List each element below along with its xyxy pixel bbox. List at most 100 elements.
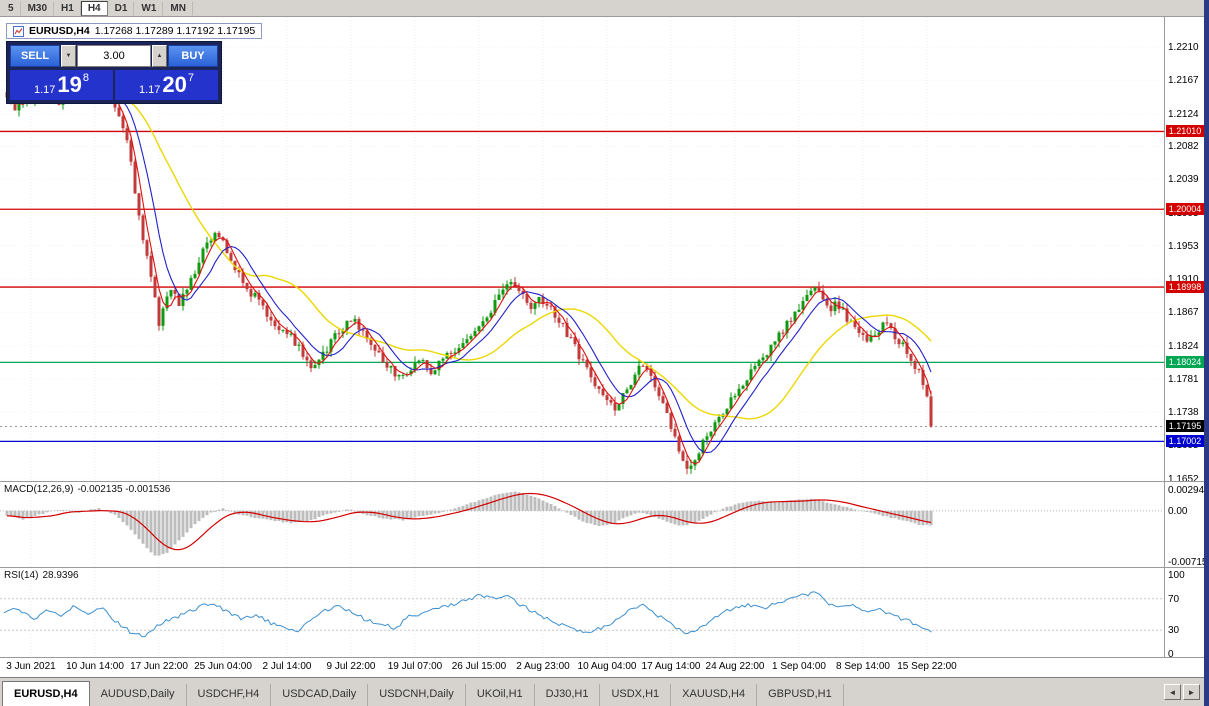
- chart-tab-usdchf-h4[interactable]: USDCHF,H4: [187, 684, 272, 706]
- chart-tabs: EURUSD,H4 AUDUSD,Daily USDCHF,H4 USDCAD,Dai…: [0, 678, 1209, 706]
- price-level-badge: 1.18998: [1166, 281, 1204, 294]
- chart-tab-xauusd-h4[interactable]: XAUUSD,H4: [671, 684, 758, 706]
- one-click-trading-panel: SELL ▼ ▲ BUY 1.17 19 8 1.17 20 7: [6, 41, 222, 104]
- chart-tab-eurusd-h4[interactable]: EURUSD,H4: [2, 681, 90, 706]
- arrow-left-icon: ◄: [1168, 687, 1177, 697]
- time-axis[interactable]: 3 Jun 2021 10 Jun 14:00 17 Jun 22:00 25 Jun…: [0, 658, 1204, 677]
- time-tick-label: 8 Sep 14:00: [836, 661, 890, 672]
- sell-price-sup: 8: [82, 72, 90, 84]
- price-level-badge: 1.17002: [1166, 435, 1204, 448]
- timeframe-button-5[interactable]: 5: [1, 0, 21, 16]
- timeframe-button-w1[interactable]: W1: [134, 0, 164, 16]
- price-chart[interactable]: [0, 17, 1164, 481]
- time-tick-label: 24 Aug 22:00: [705, 661, 765, 672]
- price-tick-label: 1.1738: [1168, 407, 1199, 419]
- timeframe-toolbar: 5 M30 H1 H4 D1 W1 MN: [0, 0, 1209, 17]
- price-tick-label: 1.1824: [1168, 340, 1199, 352]
- macd-label: MACD(12,26,9) -0.002135 -0.001536: [4, 484, 174, 495]
- timeframe-button-h4[interactable]: H4: [80, 0, 108, 16]
- time-tick-label: 17 Jun 22:00: [130, 661, 188, 672]
- buy-price-prefix: 1.17: [138, 84, 161, 96]
- sell-price-big: 19: [57, 72, 82, 97]
- macd-signal: [6, 492, 932, 551]
- time-tick-label: 17 Aug 14:00: [641, 661, 701, 672]
- price-tick-label: 1.1910: [1168, 274, 1199, 286]
- time-tick-label: 1 Sep 04:00: [772, 661, 826, 672]
- window-frame: [1204, 0, 1209, 706]
- sell-button[interactable]: SELL: [10, 45, 60, 67]
- rsi-title: RSI(14): [4, 570, 39, 581]
- panel-separator: [0, 657, 1204, 658]
- buy-button[interactable]: BUY: [168, 45, 218, 67]
- macd-signal-line: [6, 492, 932, 551]
- moving-averages: [6, 91, 932, 465]
- macd-title: MACD(12,26,9): [4, 484, 74, 495]
- buy-price-display[interactable]: 1.17 20 7: [115, 70, 218, 100]
- rsi-value: 28.9396: [42, 570, 79, 581]
- tab-scroll-left-button[interactable]: ◄: [1164, 684, 1181, 700]
- trade-controls-row: SELL ▼ ▲ BUY: [10, 45, 218, 67]
- sell-price-display[interactable]: 1.17 19 8: [10, 70, 113, 100]
- buy-price-big: 20: [162, 72, 187, 97]
- panel-separator[interactable]: [0, 481, 1204, 482]
- triangle-down-icon: ▼: [65, 53, 72, 59]
- chart-tab-ukoil-h1[interactable]: UKOil,H1: [466, 684, 535, 706]
- price-tick-label: 1.2039: [1168, 174, 1199, 186]
- price-tick-label: 1.2082: [1168, 141, 1199, 153]
- price-level-badge: 1.18024: [1166, 356, 1204, 369]
- volume-decrease-button[interactable]: ▼: [61, 45, 76, 67]
- time-tick-label: 15 Sep 22:00: [897, 661, 957, 672]
- time-tick-label: 10 Jun 14:00: [66, 661, 124, 672]
- time-tick-label: 25 Jun 04:00: [194, 661, 252, 672]
- macd-indicator-chart[interactable]: [0, 482, 1164, 567]
- time-tick-label: 10 Aug 04:00: [577, 661, 637, 672]
- timeframe-button-h1[interactable]: H1: [54, 0, 81, 16]
- chart-tab-usdcnh-daily[interactable]: USDCNH,Daily: [368, 684, 466, 706]
- rsi-scale-label: 30: [1168, 625, 1180, 637]
- price-scale[interactable]: 1.22101.21671.21241.20821.20391.19951.19…: [1164, 17, 1209, 660]
- chart-tab-audusd-daily[interactable]: AUDUSD,Daily: [90, 684, 187, 706]
- rsi-scale-label: 0: [1168, 649, 1174, 660]
- triangle-up-icon: ▲: [156, 53, 163, 59]
- timeframe-button-mn[interactable]: MN: [163, 0, 193, 16]
- tab-scroll-right-button[interactable]: ►: [1183, 684, 1200, 700]
- price-tick-label: 1.2124: [1168, 108, 1199, 120]
- trade-prices-row: 1.17 19 8 1.17 20 7: [10, 70, 218, 100]
- arrow-right-icon: ►: [1187, 687, 1196, 697]
- chart-tab-usdx-h1[interactable]: USDX,H1: [600, 684, 672, 706]
- chart-tab-bar: EURUSD,H4 AUDUSD,Daily USDCHF,H4 USDCAD,Dai…: [0, 677, 1209, 706]
- rsi-indicator-chart[interactable]: [0, 568, 1164, 657]
- price-level-badge: 1.21010: [1166, 125, 1204, 138]
- chart-symbol: EURUSD,H4: [29, 25, 90, 37]
- time-tick-label: 3 Jun 2021: [6, 661, 56, 672]
- macd-values: -0.002135 -0.001536: [77, 484, 171, 495]
- timeframe-button-m30[interactable]: M30: [21, 0, 55, 16]
- chart-tab-gbpusd-h1[interactable]: GBPUSD,H1: [757, 684, 844, 706]
- price-tick-label: 1.1781: [1168, 373, 1199, 385]
- price-tick-label: 1.2167: [1168, 75, 1199, 87]
- time-tick-label: 9 Jul 22:00: [326, 661, 376, 672]
- time-tick-label: 19 Jul 07:00: [387, 661, 443, 672]
- rsi-scale-label: 70: [1168, 593, 1180, 605]
- ma-slow-line: [6, 96, 932, 420]
- chart-tab-usdcad-daily[interactable]: USDCAD,Daily: [271, 684, 369, 706]
- current-price-badge: 1.17195: [1166, 420, 1204, 433]
- time-tick-label: 2 Aug 23:00: [516, 661, 570, 672]
- price-tick-label: 1.2210: [1168, 42, 1199, 54]
- chart-quotes: 1.17268 1.17289 1.17192 1.17195: [94, 25, 256, 37]
- volume-input[interactable]: [77, 45, 151, 67]
- price-tick-label: 1.1652: [1168, 473, 1199, 485]
- candles: [5, 85, 933, 475]
- tab-scroll-buttons: ◄ ►: [1164, 684, 1200, 700]
- panel-separator[interactable]: [0, 567, 1204, 568]
- timeframe-button-d1[interactable]: D1: [108, 0, 135, 16]
- volume-increase-button[interactable]: ▲: [152, 45, 167, 67]
- price-tick-label: 1.1953: [1168, 240, 1199, 252]
- rsi-grid: [0, 568, 1164, 657]
- macd-scale-label: 0.002947: [1168, 484, 1209, 496]
- chart-icon: [13, 25, 24, 37]
- rsi-scale-label: 100: [1168, 570, 1185, 581]
- ma-fast-line: [6, 91, 932, 465]
- chart-tab-dj30-h1[interactable]: DJ30,H1: [535, 684, 601, 706]
